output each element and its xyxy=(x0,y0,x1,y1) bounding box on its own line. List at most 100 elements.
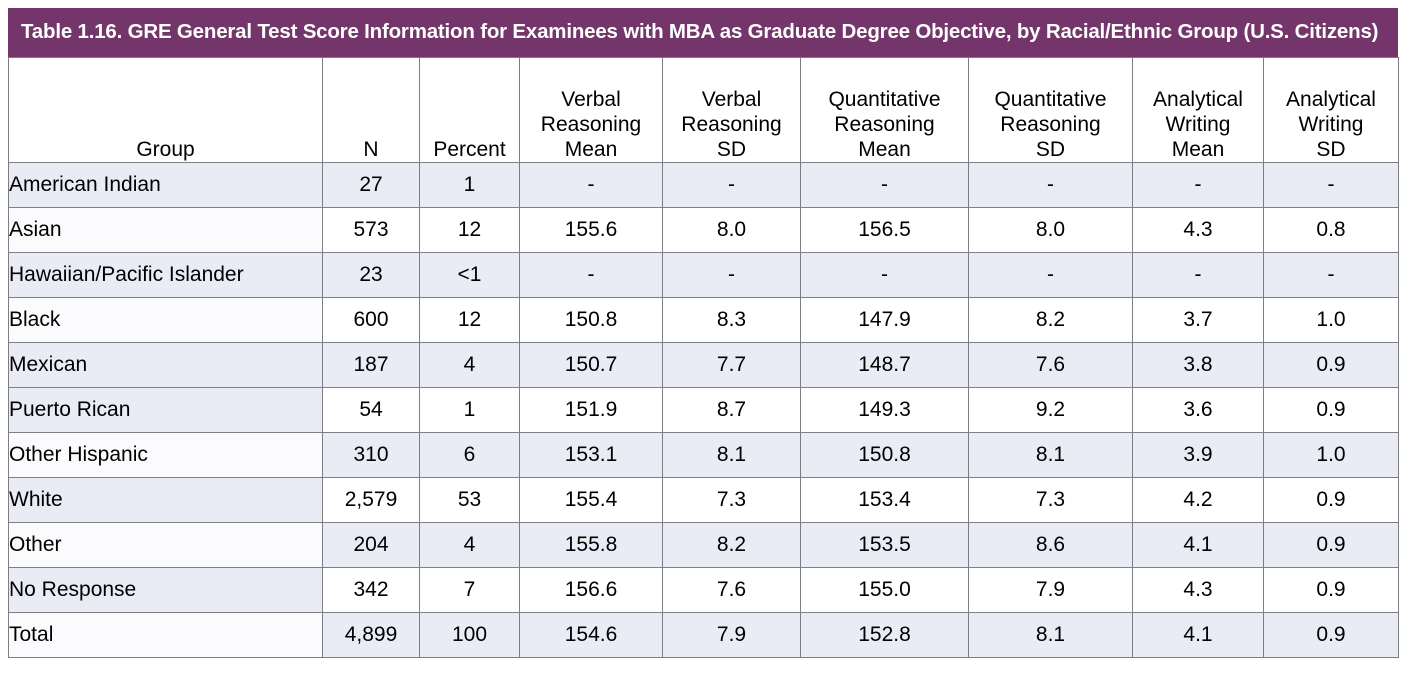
cell-n: 187 xyxy=(322,342,420,388)
cell-quant_mean: 147.9 xyxy=(800,297,969,343)
table-header: Group N Percent Verbal Reasoning Mean Verbal Re… xyxy=(8,57,1399,163)
cell-quant_mean: 153.5 xyxy=(800,522,969,568)
cell-quant_mean: 149.3 xyxy=(800,387,969,433)
cell-verbal_mean: 155.6 xyxy=(519,207,663,253)
column-header-line: Writing xyxy=(1298,113,1364,136)
row-label-group: Puerto Rican xyxy=(8,387,323,433)
cell-aw_mean: 3.9 xyxy=(1132,432,1264,478)
cell-quant_sd: 7.3 xyxy=(968,477,1133,523)
cell-aw_mean: - xyxy=(1132,162,1264,208)
column-header-line: Mean xyxy=(1171,138,1225,161)
row-label-group: Other Hispanic xyxy=(8,432,323,478)
column-header-line: Quantitative xyxy=(994,88,1107,111)
cell-verbal_sd: 7.9 xyxy=(662,612,801,658)
column-header-quant_mean: Quantitative Reasoning Mean xyxy=(800,57,969,163)
table-row: Puerto Rican 54 1 151.9 8.7 149.3 9.2 3.6 0.9 xyxy=(8,387,1399,433)
cell-quant_sd: - xyxy=(968,162,1133,208)
column-header-group: Group xyxy=(8,57,323,163)
cell-quant_sd: 8.1 xyxy=(968,612,1133,658)
cell-aw_sd: 0.9 xyxy=(1263,522,1399,568)
header-row: Group N Percent Verbal Reasoning Mean Verbal Re… xyxy=(8,57,1399,163)
table-row: Mexican 187 4 150.7 7.7 148.7 7.6 3.8 0.9 xyxy=(8,342,1399,388)
column-header-line: Analytical xyxy=(1286,88,1376,111)
cell-aw_sd: - xyxy=(1263,162,1399,208)
table-body: American Indian 27 1- - - - - - Asian 573 12 155.6 8… xyxy=(8,162,1399,658)
cell-verbal_mean: 155.8 xyxy=(519,522,663,568)
cell-verbal_mean: 150.8 xyxy=(519,297,663,343)
cell-aw_sd: 0.9 xyxy=(1263,567,1399,613)
row-label-group: Mexican xyxy=(8,342,323,388)
column-header-line: Mean xyxy=(858,138,911,161)
cell-aw_sd: 1.0 xyxy=(1263,432,1399,478)
column-header-verbal_sd: Verbal Reasoning SD xyxy=(662,57,801,163)
table-row: Other Hispanic 310 6 153.1 8.1 150.8 8.1 3.9 1.0 xyxy=(8,432,1399,478)
cell-quant_mean: 152.8 xyxy=(800,612,969,658)
cell-aw_sd: - xyxy=(1263,252,1399,298)
cell-quant_sd: - xyxy=(968,252,1133,298)
cell-quant_sd: 9.2 xyxy=(968,387,1133,433)
column-header-line: SD xyxy=(1316,138,1346,161)
cell-verbal_mean: 150.7 xyxy=(519,342,663,388)
cell-n: 27 xyxy=(322,162,420,208)
column-header-line: Percent xyxy=(433,138,506,161)
cell-percent: 1 xyxy=(419,387,520,433)
column-header-percent: Percent xyxy=(419,57,520,163)
cell-verbal_sd: 7.7 xyxy=(662,342,801,388)
cell-quant_sd: 8.6 xyxy=(968,522,1133,568)
column-header-line: Writing xyxy=(1165,113,1231,136)
row-label-group: Other xyxy=(8,522,323,568)
cell-verbal_mean: 154.6 xyxy=(519,612,663,658)
row-label-group: Hawaiian/Pacific Islander xyxy=(8,252,323,298)
cell-quant_mean: 153.4 xyxy=(800,477,969,523)
cell-quant_mean: 155.0 xyxy=(800,567,969,613)
column-header-aw_mean: Analytical Writing Mean xyxy=(1132,57,1264,163)
cell-verbal_mean: - xyxy=(519,162,663,208)
cell-quant_mean: 156.5 xyxy=(800,207,969,253)
cell-quant_sd: 8.1 xyxy=(968,432,1133,478)
row-label-group: Total xyxy=(8,612,323,658)
column-header-line: Verbal xyxy=(701,88,762,111)
row-label-group: No Response xyxy=(8,567,323,613)
cell-percent: 7 xyxy=(419,567,520,613)
cell-percent: 4 xyxy=(419,522,520,568)
cell-aw_sd: 0.8 xyxy=(1263,207,1399,253)
cell-percent: 53 xyxy=(419,477,520,523)
cell-verbal_mean: 155.4 xyxy=(519,477,663,523)
cell-verbal_sd: - xyxy=(662,162,801,208)
table-row: Black 600 12 150.8 8.3 147.9 8.2 3.7 1.0 xyxy=(8,297,1399,343)
cell-quant_mean: - xyxy=(800,162,969,208)
column-header-line: Mean xyxy=(564,138,618,161)
table-row: White 2,579 53 155.4 7.3 153.4 7.3 4.2 0.9 xyxy=(8,477,1399,523)
column-header-line: Reasoning xyxy=(834,113,935,136)
column-header-quant_sd: Quantitative Reasoning SD xyxy=(968,57,1133,163)
cell-verbal_sd: 8.1 xyxy=(662,432,801,478)
cell-percent: 100 xyxy=(419,612,520,658)
cell-aw_mean: - xyxy=(1132,252,1264,298)
cell-percent: 12 xyxy=(419,207,520,253)
cell-verbal_sd: 8.7 xyxy=(662,387,801,433)
cell-verbal_mean: - xyxy=(519,252,663,298)
cell-aw_mean: 3.6 xyxy=(1132,387,1264,433)
cell-quant_sd: 8.0 xyxy=(968,207,1133,253)
row-label-group: Asian xyxy=(8,207,323,253)
cell-n: 2,579 xyxy=(322,477,420,523)
cell-aw_mean: 4.3 xyxy=(1132,567,1264,613)
cell-verbal_sd: 8.0 xyxy=(662,207,801,253)
cell-quant_mean: 148.7 xyxy=(800,342,969,388)
cell-n: 310 xyxy=(322,432,420,478)
column-header-line: Verbal xyxy=(561,88,621,111)
cell-n: 342 xyxy=(322,567,420,613)
cell-aw_sd: 0.9 xyxy=(1263,612,1399,658)
cell-aw_mean: 4.2 xyxy=(1132,477,1264,523)
cell-verbal_sd: 8.2 xyxy=(662,522,801,568)
cell-aw_mean: 4.1 xyxy=(1132,522,1264,568)
cell-quant_mean: - xyxy=(800,252,969,298)
column-header-line: Reasoning xyxy=(1000,113,1101,136)
column-header-n: N xyxy=(322,57,420,163)
cell-quant_mean: 150.8 xyxy=(800,432,969,478)
cell-aw_mean: 4.1 xyxy=(1132,612,1264,658)
cell-verbal_mean: 153.1 xyxy=(519,432,663,478)
row-label-group: White xyxy=(8,477,323,523)
cell-aw_sd: 0.9 xyxy=(1263,387,1399,433)
cell-percent: 4 xyxy=(419,342,520,388)
